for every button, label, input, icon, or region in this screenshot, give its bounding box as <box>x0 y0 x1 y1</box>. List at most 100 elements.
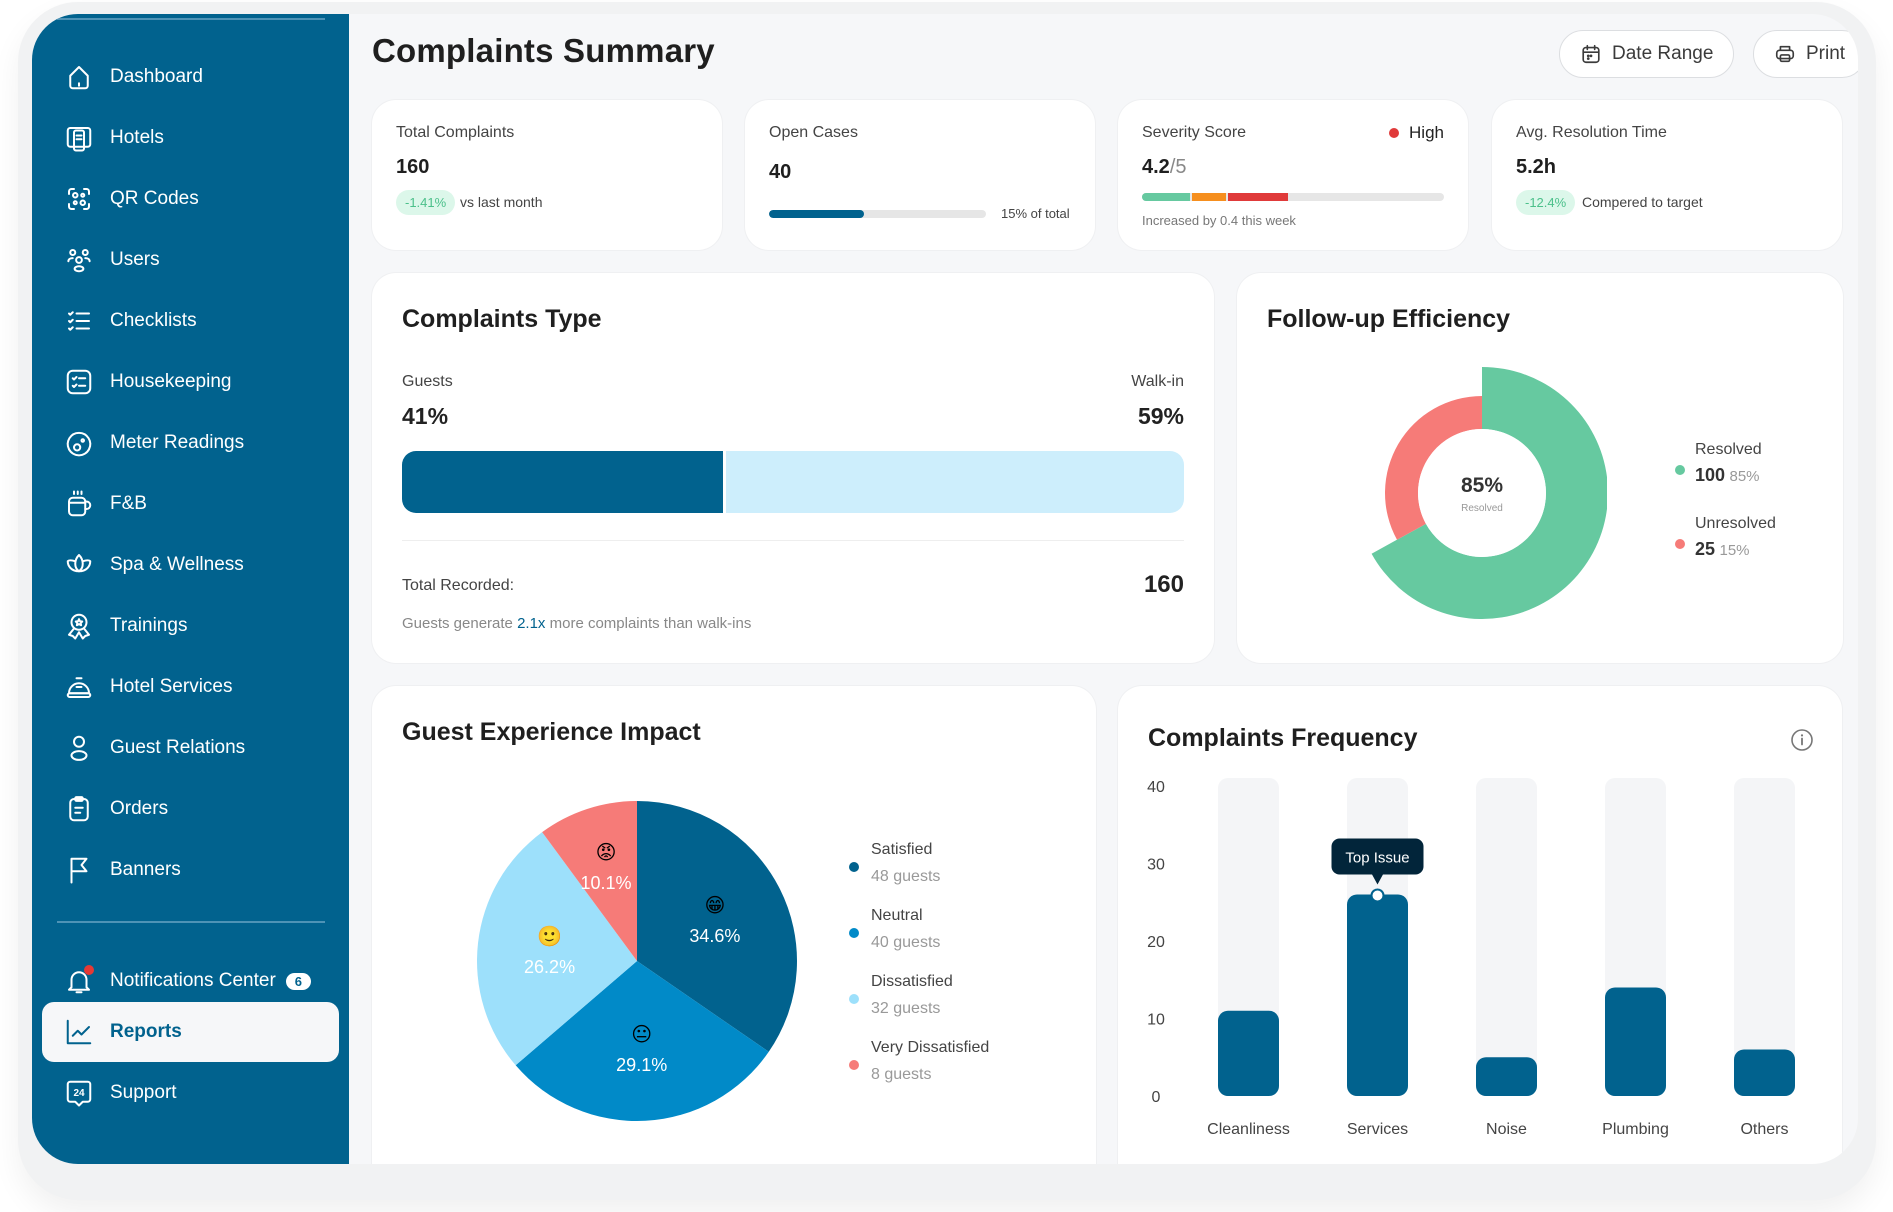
users-icon <box>67 249 91 273</box>
sidebar-item-label: Spa & Wellness <box>110 554 244 575</box>
y-tick-label: 30 <box>1147 857 1165 874</box>
bar-cleanliness[interactable] <box>1218 1010 1279 1096</box>
page-title: Complaints Summary <box>372 32 715 69</box>
sidebar-item-guest-relations[interactable]: Guest Relations <box>42 718 339 778</box>
sidebar-item-spa-wellness[interactable]: Spa & Wellness <box>42 535 339 595</box>
pie-emoji: 😁 <box>704 895 725 917</box>
progress-note: 15% of total <box>1001 206 1070 221</box>
guests-segment <box>402 451 723 513</box>
legend-count: 25 <box>1695 539 1716 559</box>
sidebar-item-label: Banners <box>110 859 181 880</box>
stat-card-severity: Severity Score High 4.2/5 Increased by 0… <box>1118 100 1468 250</box>
sidebar-item-trainings[interactable]: Trainings <box>42 596 339 656</box>
pie-slice-very-dissatisfied[interactable] <box>542 801 637 961</box>
guest-experience-pie: 😁 34.6% 😐 29.1% 🙂 26.2% 😡 10.1% <box>476 801 797 1121</box>
sidebar-item-label: Support <box>110 1082 177 1103</box>
pie-slice-neutral[interactable] <box>515 961 769 1121</box>
y-tick-label: 20 <box>1147 934 1165 951</box>
sidebar-item-f-b[interactable]: F&B <box>42 474 339 534</box>
x-tick-label: Noise <box>1486 1121 1527 1138</box>
sidebar-item-housekeeping[interactable]: Housekeeping <box>42 352 339 412</box>
highlight-marker <box>1370 888 1385 903</box>
donut-center-value: 85% <box>1460 474 1504 497</box>
legend-dot <box>849 862 859 872</box>
sidebar-item-qr-codes[interactable]: QR Codes <box>42 169 339 229</box>
y-tick-label: 10 <box>1147 1012 1165 1029</box>
x-tick-label: Services <box>1347 1121 1408 1138</box>
print-button[interactable]: Print <box>1753 30 1858 78</box>
change-badge: -12.4% <box>1516 190 1576 215</box>
sidebar-item-reports[interactable]: Reports <box>42 1002 339 1062</box>
sidebar-item-meter-readings[interactable]: Meter Readings <box>42 413 339 473</box>
sidebar-item-label: Reports <box>110 1021 182 1042</box>
donut-slice-resolved[interactable] <box>1371 367 1607 619</box>
sidebar-item-hotel-services[interactable]: Hotel Services <box>42 657 339 717</box>
bar-track <box>1734 778 1795 1096</box>
pie-label: 29.1% <box>616 1055 667 1075</box>
change-note: vs last month <box>460 194 543 210</box>
sidebar-item-label: QR Codes <box>110 188 199 209</box>
donut-hole <box>1418 429 1546 557</box>
sidebar-item-label: Hotel Services <box>110 676 233 697</box>
complaints-frequency-bar-chart: 0 10 20 30 40 Cleanliness Services Top Issue Noi… <box>1147 778 1795 1138</box>
sidebar-item-checklists[interactable]: Checklists <box>42 291 339 351</box>
stat-label: Open Cases <box>769 124 858 141</box>
legend-values: 25 15% <box>1695 539 1750 560</box>
sidebar-item-label: Housekeeping <box>110 371 232 392</box>
guest-experience-card: Guest Experience Impact 😁 34.6% 😐 29.1% 🙂 26.… <box>372 686 1096 1164</box>
sidebar-item-banners[interactable]: Banners <box>42 840 339 900</box>
date-range-button[interactable]: Date Range <box>1559 30 1735 78</box>
bar-services[interactable] <box>1347 894 1408 1097</box>
info-icon[interactable] <box>1790 728 1814 752</box>
sidebar-item-label: Meter Readings <box>110 432 245 453</box>
award-icon <box>68 613 90 640</box>
open-cases-progress <box>769 210 986 218</box>
legend-dot <box>1675 465 1685 475</box>
pie-label: 26.2% <box>524 957 575 977</box>
bar-plumbing[interactable] <box>1605 987 1666 1097</box>
open-cases-progress-fill <box>769 210 865 218</box>
home-icon <box>69 66 89 90</box>
insight-suffix: more complaints than walk-ins <box>545 615 752 632</box>
stat-value: 5.2h <box>1516 156 1557 178</box>
y-tick-label: 40 <box>1147 779 1165 796</box>
stat-card-total-complaints: Total Complaints 160 -1.41% vs last mont… <box>372 100 722 250</box>
severity-note: Increased by 0.4 this week <box>1142 213 1296 228</box>
sidebar-item-support[interactable]: 24 Support <box>42 1063 339 1123</box>
sidebar-item-label: Guest Relations <box>110 737 246 758</box>
sidebar-item-dashboard[interactable]: Dashboard <box>42 47 339 107</box>
hotel-icon <box>66 127 92 152</box>
stat-card-resolution-time: Avg. Resolution Time 5.2h -12.4% Compere… <box>1492 100 1842 250</box>
sidebar-item-label: Notifications Center <box>110 970 276 991</box>
sidebar-item-users[interactable]: Users <box>42 230 339 290</box>
icon-wrap <box>64 965 94 996</box>
print-label: Print <box>1806 43 1846 64</box>
sidebar-item-orders[interactable]: Orders <box>42 779 339 839</box>
bell-icon <box>68 971 90 994</box>
sidebar-item-hotels[interactable]: Hotels <box>42 108 339 168</box>
date-range-label: Date Range <box>1612 43 1714 64</box>
card-title: Guest Experience Impact <box>402 718 701 746</box>
sidebar-item-notifications-center[interactable]: Notifications Center 6 <box>42 951 339 1011</box>
severity-level-label: High <box>1409 123 1444 142</box>
guests-label: Guests <box>402 373 453 390</box>
legend-label: Dissatisfied <box>871 973 953 990</box>
app-screen: Dashboard Hotels QR Codes Users Checklists Ho… <box>32 14 1858 1164</box>
stat-label: Total Complaints <box>396 124 515 141</box>
sidebar-item-label: Trainings <box>110 615 188 636</box>
donut-slice-unresolved[interactable] <box>1385 396 1482 540</box>
support-24-icon: 24 <box>66 1080 92 1107</box>
sidebar-divider <box>57 921 325 923</box>
chart-line-icon <box>66 1019 92 1045</box>
bar-noise[interactable] <box>1476 1057 1537 1096</box>
total-recorded-value: 160 <box>1143 571 1184 598</box>
follow-up-donut <box>1371 367 1607 619</box>
severity-dot <box>1389 128 1400 138</box>
bar-others[interactable] <box>1734 1049 1795 1097</box>
icon-wrap <box>64 1017 94 1047</box>
pie-slice-dissatisfied[interactable] <box>476 832 637 1066</box>
legend-label: Satisfied <box>871 841 933 858</box>
pie-slice-satisfied[interactable] <box>637 801 797 1052</box>
severity-bar <box>1142 193 1444 201</box>
sidebar-item-label: Users <box>110 249 160 270</box>
